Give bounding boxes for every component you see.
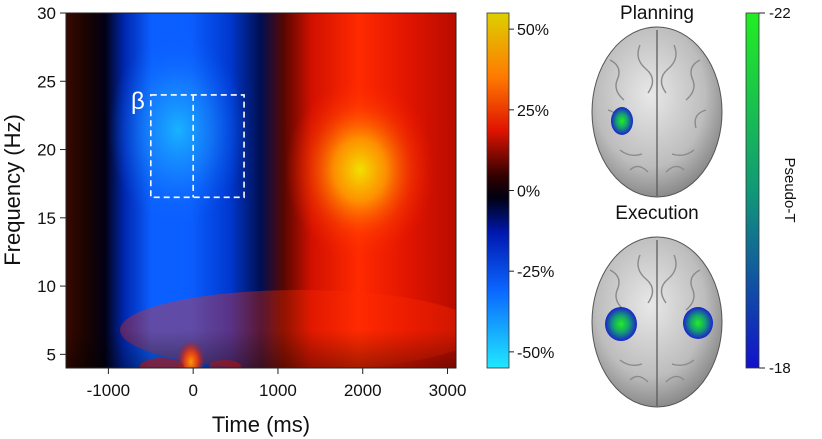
- brain-title-planning: Planning: [620, 3, 694, 24]
- colorbar-tick-label-4: -50%: [517, 345, 554, 362]
- y-tick-label-0: 5: [47, 345, 56, 364]
- pseudo-t-colorbar: -22 -18 Pseudo-T: [745, 5, 798, 377]
- percent-colorbar: 50% 25% 0% -25% -50%: [486, 12, 554, 369]
- y-tick-label-1: 10: [37, 277, 56, 296]
- brain-top-view-icon: [591, 236, 723, 408]
- x-tick-label-0: -1000: [87, 381, 130, 400]
- activation-right-execution: [683, 307, 713, 339]
- plot-frame: [65, 12, 457, 369]
- brain-title-execution: Execution: [615, 203, 698, 224]
- brain-panel-execution: Execution: [591, 203, 723, 408]
- colorbar-tick-label-2: 0%: [517, 184, 540, 201]
- beta-label: β: [131, 88, 145, 115]
- colorbar-ticks: 50% 25% 0% -25% -50%: [509, 22, 554, 362]
- spectrogram-heatmap: [66, 13, 456, 368]
- y-tick-label-3: 20: [37, 141, 56, 160]
- y-tick-label-4: 25: [37, 72, 56, 91]
- y-tick-label-5: 30: [37, 4, 56, 23]
- brain-panel-planning: Planning: [591, 3, 723, 198]
- y-tick-label-2: 15: [37, 209, 56, 228]
- x-tick-label-3: 2000: [344, 381, 382, 400]
- colorbar-tick-label-0: 50%: [517, 22, 549, 39]
- pseudo-t-bottom-label: -18: [769, 360, 791, 377]
- activation-left-planning: [611, 107, 633, 135]
- x-axis-label: Time (ms): [212, 412, 310, 437]
- x-axis-ticks: -1000 0 1000 2000 3000: [87, 368, 467, 400]
- y-axis-label: Frequency (Hz): [0, 114, 25, 266]
- pseudo-t-label: Pseudo-T: [781, 157, 798, 222]
- brain-top-view-icon: [591, 26, 723, 198]
- x-tick-label-4: 3000: [429, 381, 467, 400]
- activation-left-execution: [605, 307, 637, 341]
- beta-box: [149, 94, 245, 199]
- x-tick-label-1: 0: [188, 381, 197, 400]
- beta-annotation: β: [131, 88, 245, 199]
- colorbar-tick-label-3: -25%: [517, 264, 554, 281]
- colorbar-tick-label-1: 25%: [517, 103, 549, 120]
- y-axis-ticks: 5 10 15 20 25 30: [37, 4, 66, 364]
- pseudo-t-top-label: -22: [769, 5, 791, 22]
- x-tick-label-2: 1000: [259, 381, 297, 400]
